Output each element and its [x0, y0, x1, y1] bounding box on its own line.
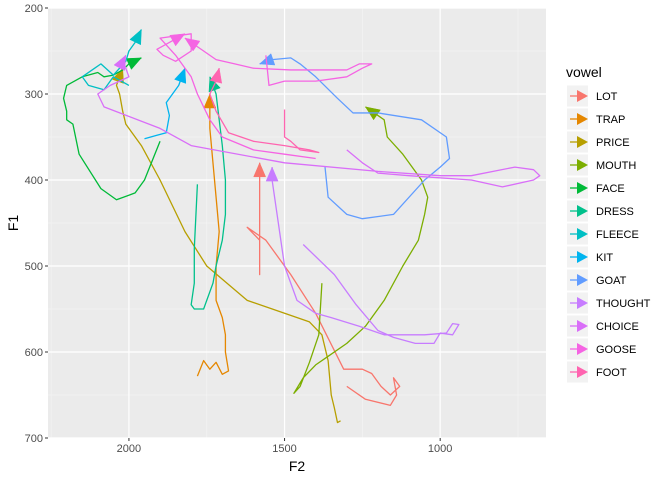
series-line-trap [196, 94, 230, 377]
legend-key-lot [567, 85, 588, 107]
y-tick-label: 600 [25, 347, 43, 359]
series-arrowhead-foot [209, 67, 223, 84]
series-line-goose2 [184, 37, 373, 87]
legend-label-price: PRICE [596, 137, 630, 149]
legend-key-goose [567, 338, 588, 360]
legend-key-kit [567, 246, 588, 268]
legend-label-choice: CHOICE [596, 321, 639, 333]
legend-key-choice [567, 315, 588, 337]
y-tick-label: 300 [25, 89, 43, 101]
x-tick-label: 1500 [272, 443, 296, 455]
legend: vowel LOT TRAP PRICE MOUTH FACE DRESS FLEECE KI… [566, 64, 651, 383]
series-line-goose [156, 33, 316, 160]
legend-key-dress [567, 200, 588, 222]
legend-label-lot: LOT [596, 91, 618, 103]
legend-label-dress: DRESS [596, 206, 634, 218]
grid-minor [48, 8, 546, 438]
series-line-goat [259, 57, 451, 220]
legend-label-thought: THOUGHT [596, 298, 651, 310]
legend-key-trap [567, 108, 588, 130]
legend-title: vowel [566, 64, 602, 80]
series-line-thought [271, 167, 460, 345]
series-arrowhead-fleece [129, 28, 142, 46]
legend-label-goat: GOAT [596, 275, 627, 287]
legend-label-face: FACE [596, 183, 625, 195]
series-arrowhead-goose2 [184, 37, 201, 52]
series-line-fleece [81, 29, 142, 91]
legend-label-fleece: FLEECE [596, 229, 639, 241]
y-tick-label: 500 [25, 261, 43, 273]
legend-label-foot: FOOT [596, 367, 627, 379]
series-arrowhead-lot [253, 162, 267, 178]
x-tick-label: 2000 [117, 443, 141, 455]
series-arrowhead-choice [113, 54, 127, 71]
series-line-mouth [293, 106, 429, 394]
legend-label-kit: KIT [596, 252, 613, 264]
series-line-kit [144, 67, 186, 140]
legend-key-thought [567, 292, 588, 314]
series-arrowhead-face [125, 57, 142, 70]
grid-major [48, 7, 546, 439]
series-line-price [115, 67, 341, 424]
y-axis-ticks: 200 300 400 500 600 700 [25, 3, 48, 445]
legend-key-price [567, 131, 588, 153]
legend-key-face [567, 177, 588, 199]
y-tick-label: 400 [25, 175, 43, 187]
series-arrowhead-thought [265, 166, 279, 182]
y-tick-label: 700 [25, 433, 43, 445]
series-line-foot [209, 68, 320, 154]
x-axis-ticks: 2000 1500 1000 [117, 438, 452, 455]
legend-key-goat [567, 269, 588, 291]
legend-label-goose: GOOSE [596, 344, 636, 356]
legend-label-trap: TRAP [596, 114, 625, 126]
series-line-choice [97, 55, 541, 188]
series-line-lot [246, 162, 401, 406]
legend-key-fleece [567, 223, 588, 245]
y-axis-title: F1 [5, 215, 21, 232]
series-arrowhead-kit [174, 67, 187, 84]
legend-key-mouth [567, 154, 588, 176]
legend-key-foot [567, 361, 588, 383]
series-arrowhead-goose [169, 33, 186, 47]
y-tick-label: 200 [25, 3, 43, 15]
legend-label-mouth: MOUTH [596, 160, 636, 172]
series-layer [62, 28, 541, 424]
series-line-dress [190, 76, 227, 310]
x-axis-title: F2 [289, 458, 306, 474]
x-tick-label: 1000 [428, 443, 452, 455]
